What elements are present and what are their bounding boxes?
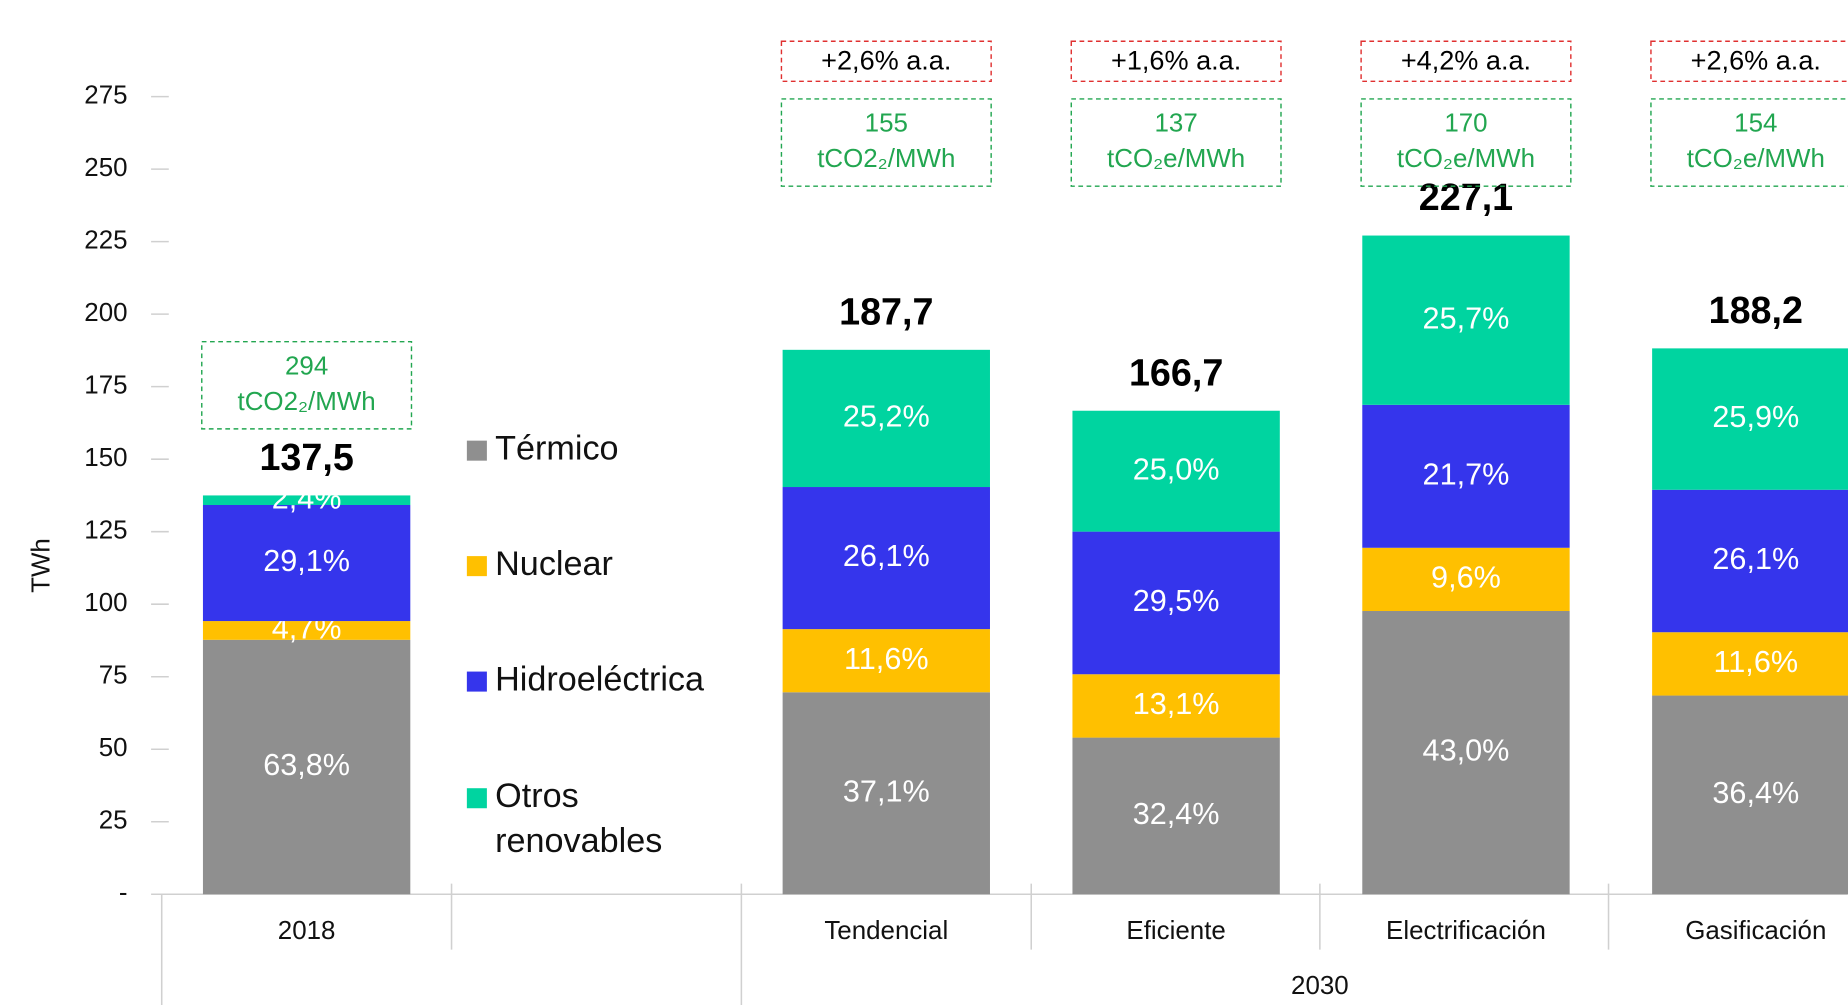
total-label: 137,5 <box>259 436 353 478</box>
segment-label: 11,6% <box>844 642 929 676</box>
legend-swatch <box>466 556 487 577</box>
total-label: 227,1 <box>1419 176 1513 218</box>
bar-segment <box>202 621 411 640</box>
bar-segment <box>1652 348 1848 490</box>
bar-segment <box>1652 489 1848 633</box>
segment-label: 36,4% <box>1712 776 1799 810</box>
legend-item: Nuclear <box>495 545 613 584</box>
segment-label: 25,0% <box>1133 452 1220 486</box>
total-label: 188,2 <box>1709 289 1803 331</box>
segment-label: 63,8% <box>263 748 350 782</box>
bar-segment <box>1652 632 1848 696</box>
y-tick-label: 250 <box>84 154 127 182</box>
segment-label: 25,9% <box>1712 400 1799 434</box>
legend-swatch <box>466 788 487 809</box>
total-label: 187,7 <box>839 290 933 332</box>
segment-label: 26,1% <box>1712 542 1799 576</box>
legend-label: Otros renovables <box>495 777 663 861</box>
legend-swatch <box>466 440 487 461</box>
y-axis-label: TWh <box>28 538 56 593</box>
bar-segment <box>1072 674 1280 738</box>
emissions-value: 170 <box>1444 110 1487 138</box>
segment-label: 25,7% <box>1423 301 1510 335</box>
segment-label: 9,6% <box>1431 560 1501 594</box>
segment-label: 13,1% <box>1133 687 1220 721</box>
growth-box <box>780 40 992 83</box>
bar-segment <box>1362 611 1570 895</box>
y-tick-label: 100 <box>84 589 127 617</box>
emissions-unit: tCO₂e/MWh <box>1107 145 1245 173</box>
growth-label: +2,6% a.a. <box>821 45 951 76</box>
legend-item: Hidroeléctrica <box>495 660 705 699</box>
emissions-unit: tCO₂e/MWh <box>1687 145 1825 173</box>
y-tick-label: 150 <box>84 444 127 472</box>
bar-segment <box>1072 531 1280 675</box>
y-tick-label: 50 <box>99 734 128 762</box>
group-label: 2030 <box>1291 972 1349 1000</box>
emissions-unit: tCO2₂/MWh <box>817 145 955 173</box>
legend-item: Otros renovables <box>495 777 663 861</box>
legend-item: Térmico <box>495 430 619 468</box>
segment-label: 29,5% <box>1133 584 1220 618</box>
bar-segment <box>202 639 411 895</box>
emissions-value: 294 <box>285 352 328 380</box>
bar-segment <box>1652 695 1848 895</box>
segment-label: 29,1% <box>263 544 350 578</box>
segment-label: 26,1% <box>843 539 930 573</box>
x-tick-label: 2018 <box>278 917 336 945</box>
growth-box <box>1650 40 1848 83</box>
emissions-value: 155 <box>865 110 908 138</box>
bar-segment <box>1072 737 1280 895</box>
legend-swatch <box>466 671 487 692</box>
segment-label: 2,4% <box>272 481 342 515</box>
y-tick-label: 275 <box>84 81 127 109</box>
x-tick-label: Eficiente <box>1126 917 1225 945</box>
y-tick-label: 225 <box>84 226 127 254</box>
x-tick-label: Electrificación <box>1386 917 1546 945</box>
bar-segment <box>782 692 990 895</box>
x-tick-label: Tendencial <box>824 917 948 945</box>
total-label: 166,7 <box>1129 351 1223 393</box>
bar-segment <box>202 495 411 506</box>
segment-label: 43,0% <box>1423 734 1510 768</box>
growth-label: +2,6% a.a. <box>1691 45 1821 76</box>
emissions-unit: tCO2₂/MWh <box>238 388 376 416</box>
segment-label: 32,4% <box>1133 797 1220 831</box>
y-tick-label: 125 <box>84 517 127 545</box>
emissions-unit: tCO₂e/MWh <box>1397 145 1535 173</box>
legend-label: Hidroeléctrica <box>495 660 705 699</box>
growth-label: +1,6% a.a. <box>1111 45 1241 76</box>
y-tick-label: - <box>119 879 128 907</box>
segment-label: 25,2% <box>843 400 930 434</box>
segment-label: 21,7% <box>1423 457 1510 491</box>
bar-segment <box>1362 404 1570 548</box>
segment-label: 11,6% <box>1714 645 1799 679</box>
bar-segment <box>782 629 990 693</box>
segment-label: 37,1% <box>843 774 930 808</box>
growth-label: +4,2% a.a. <box>1401 45 1531 76</box>
emissions-value: 137 <box>1155 110 1198 138</box>
bar-segment <box>202 505 411 622</box>
bar-segment <box>782 349 990 488</box>
y-tick-label: 175 <box>84 372 127 400</box>
x-tick-label: Gasificación <box>1685 917 1826 945</box>
emissions-value: 154 <box>1734 110 1777 138</box>
growth-box <box>1360 40 1572 83</box>
legend-label: Nuclear <box>495 545 613 584</box>
bar-segment <box>782 487 990 630</box>
growth-box <box>1070 40 1282 83</box>
bar-segment <box>1362 235 1570 405</box>
y-tick-label: 75 <box>99 662 128 690</box>
bar-segment <box>1072 410 1280 532</box>
y-tick-label: 200 <box>84 299 127 327</box>
legend-label: Térmico <box>495 430 619 468</box>
y-tick-label: 25 <box>99 807 128 835</box>
axis-separators <box>153 883 1848 1005</box>
bar-segment <box>1362 547 1570 612</box>
